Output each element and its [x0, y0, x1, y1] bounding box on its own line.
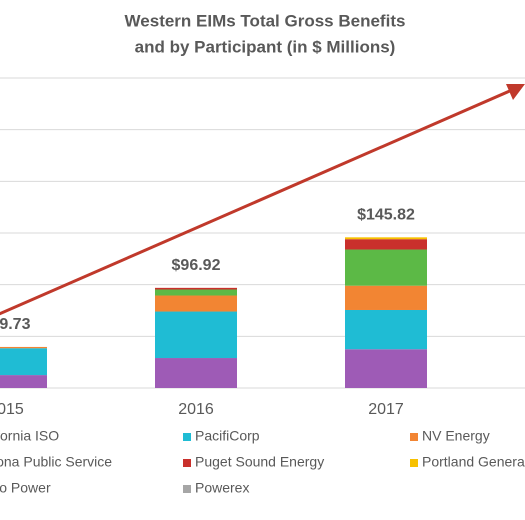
legend-swatch [183, 433, 191, 441]
bar-segment [155, 358, 237, 388]
total-label: $39.73 [0, 316, 31, 333]
x-tick-label: 2015 [0, 401, 24, 418]
trend-arrow [0, 88, 513, 316]
legend-label: California ISO [0, 428, 59, 444]
total-label: $96.92 [172, 257, 221, 274]
total-label: $145.82 [357, 207, 415, 224]
bar-segment [155, 287, 237, 290]
legend-swatch [183, 459, 191, 467]
legend-label: Arizona Public Service [0, 454, 112, 470]
bar-segment [0, 375, 47, 388]
legend-label: Puget Sound Energy [195, 454, 324, 470]
bar-segment [0, 346, 47, 349]
legend-label: NV Energy [422, 428, 490, 444]
legend-label: Powerex [195, 480, 249, 496]
legend-label: PacifiCorp [195, 428, 260, 444]
bar-segment [0, 348, 47, 376]
chart-title: and by Participant (in $ Millions) [135, 37, 396, 56]
bar-segment [345, 249, 427, 286]
arrow-head [506, 84, 525, 100]
bar-segment [345, 237, 427, 240]
x-tick-label: 2016 [178, 401, 214, 418]
bar-segment [155, 295, 237, 312]
bar-segment [155, 289, 237, 296]
chart-title: Western EIMs Total Gross Benefits [125, 11, 406, 30]
legend-label: Portland General Electric [422, 454, 525, 470]
bar-segment [345, 285, 427, 310]
bar-segment [345, 309, 427, 350]
bar-segment [345, 349, 427, 388]
legend-swatch [183, 485, 191, 493]
bar-segment [345, 239, 427, 250]
legend-label: Idaho Power [0, 480, 51, 496]
legend-swatch [410, 433, 418, 441]
bar-segment [155, 311, 237, 359]
legend-swatch [410, 459, 418, 467]
x-tick-label: 2017 [368, 401, 404, 418]
